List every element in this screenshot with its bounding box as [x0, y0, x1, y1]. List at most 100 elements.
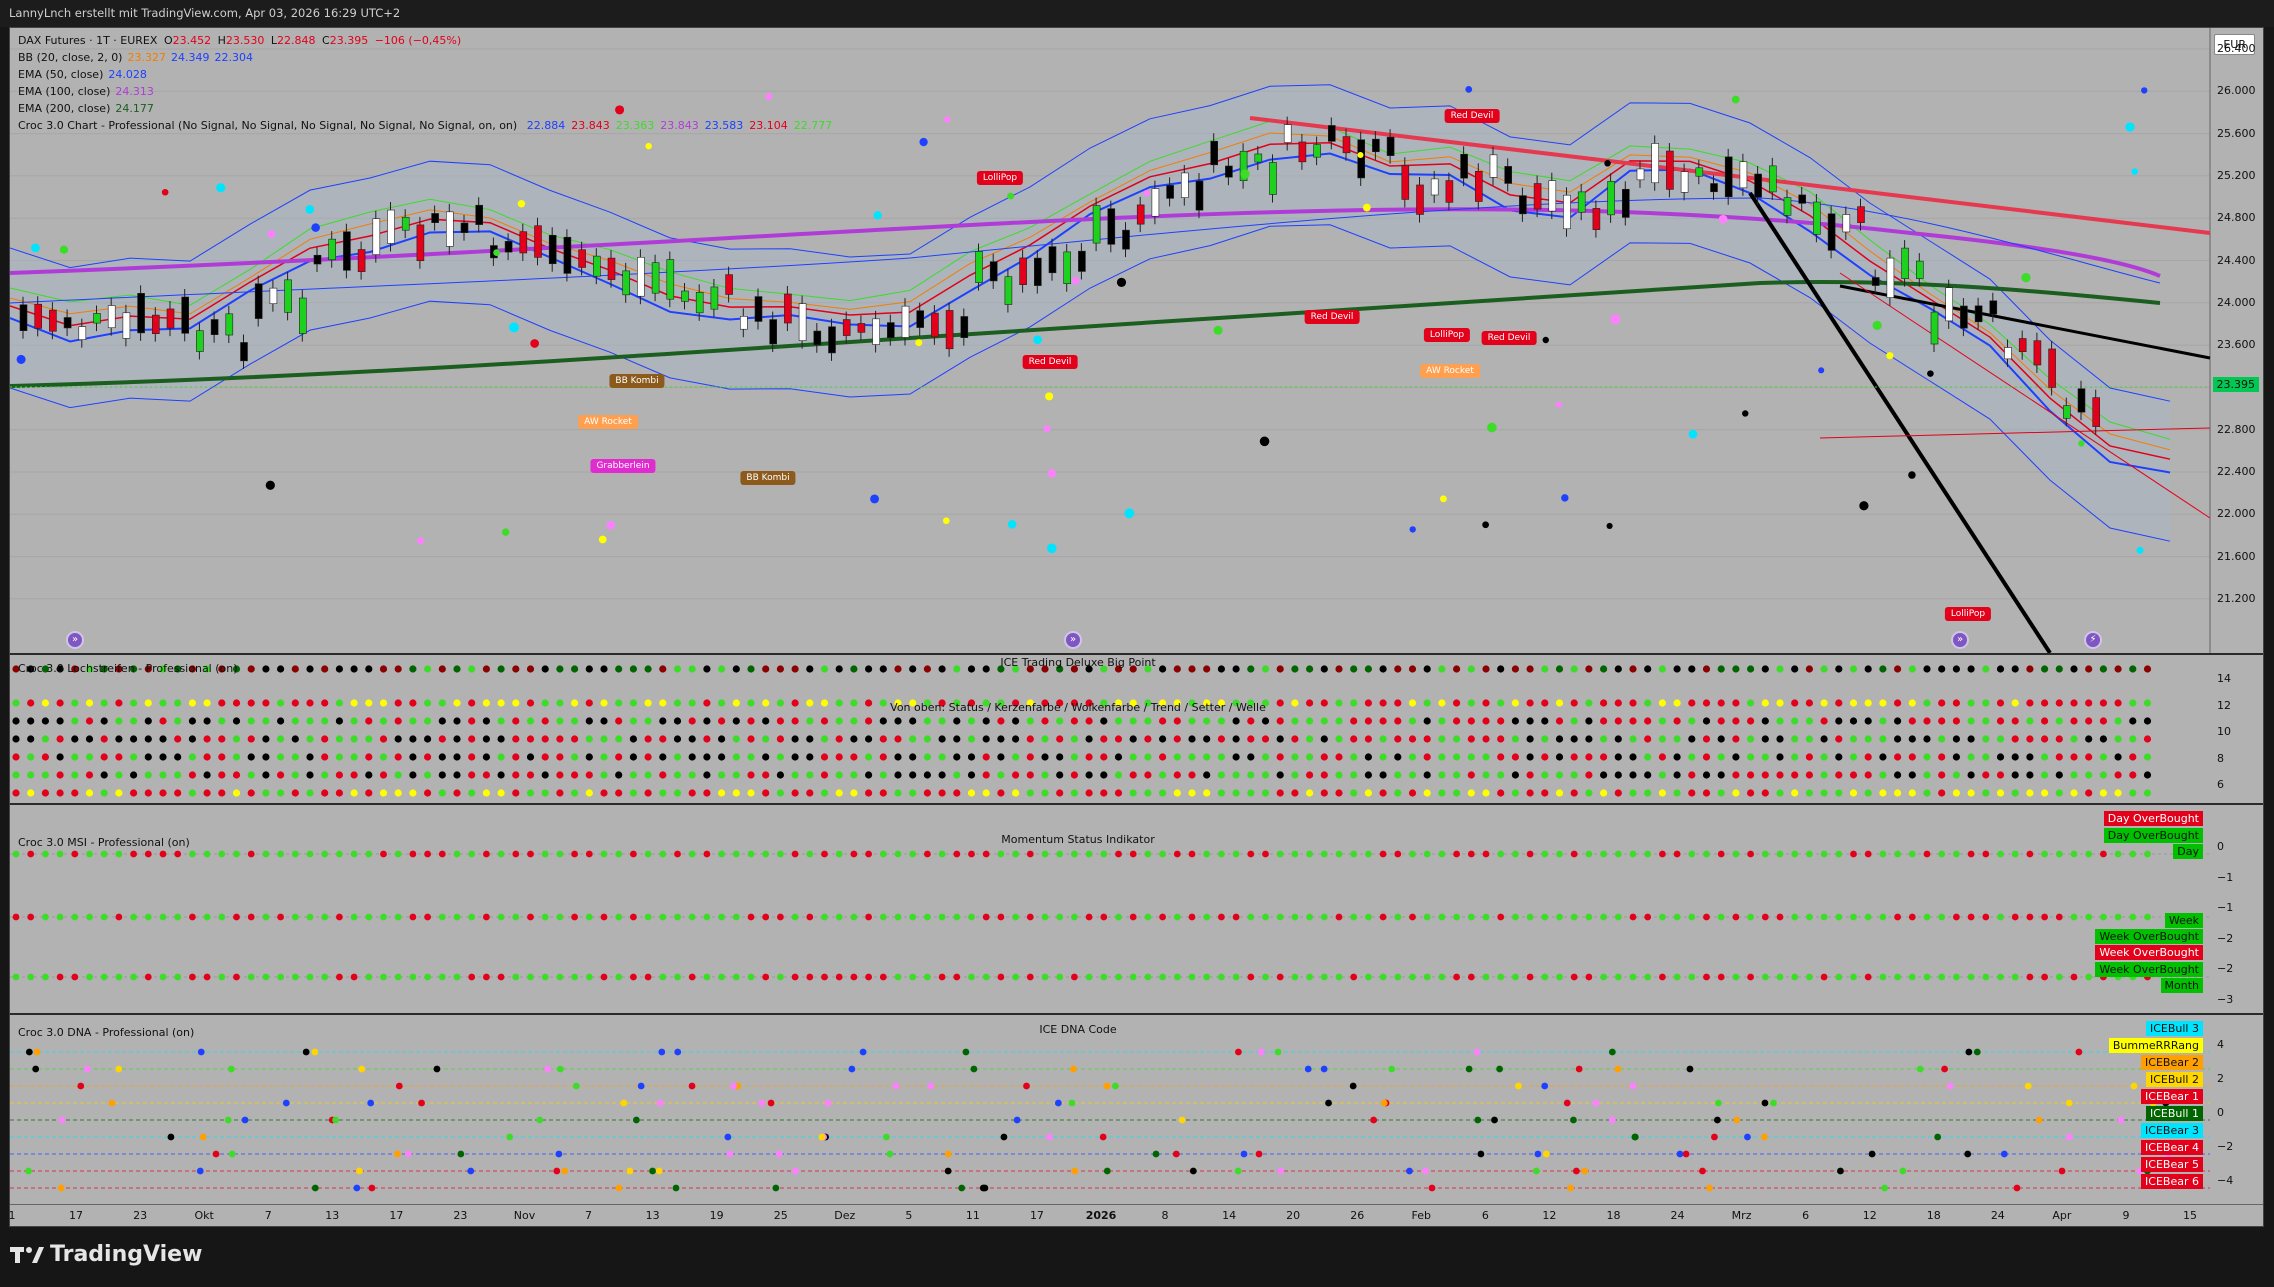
msi-dot [1159, 913, 1166, 921]
y-axis-tick: −4 [2217, 1174, 2234, 1187]
signal-dot [1124, 508, 1135, 519]
lochstreifen-dot [497, 717, 505, 725]
pane-divider[interactable] [10, 803, 2263, 805]
signal-tag[interactable]: Red Devil [1444, 109, 1500, 123]
candle [343, 231, 351, 271]
msi-dot [879, 973, 887, 981]
lochstreifen-dot [1056, 771, 1064, 779]
lochstreifen-dot [2070, 735, 2078, 743]
lochstreifen-dot [762, 717, 770, 725]
lochstreifen-dot [27, 717, 35, 725]
indicator-legend-row[interactable]: BB (20, close, 2, 0) 23.327 24.349 22.304 [18, 49, 832, 66]
lightning-icon[interactable]: ⚡ [2084, 631, 2102, 649]
lochstreifen-dot [1203, 753, 1211, 761]
lochstreifen-dot [306, 699, 314, 707]
lochstreifen-dot [1276, 789, 1284, 797]
lochstreifen-dot [409, 771, 417, 779]
lochstreifen-dot [159, 665, 167, 673]
dna-dot [674, 1048, 682, 1056]
indicator-legend-row[interactable]: EMA (100, close) 24.313 [18, 83, 832, 100]
signal-dot [30, 243, 40, 253]
lochstreifen-dot [2055, 789, 2063, 797]
lochstreifen-dot [365, 753, 373, 761]
dna-dot [1491, 1116, 1498, 1124]
bollinger-band-fill [10, 84, 2170, 542]
msi-dot [2026, 850, 2034, 858]
lochstreifen-dot [1173, 717, 1181, 725]
signal-tag[interactable]: LolliPop [1944, 607, 1992, 621]
lochstreifen-dot [1511, 753, 1519, 761]
lochstreifen-dot [2114, 789, 2122, 797]
lochstreifen-dot [1012, 753, 1020, 761]
indicator-legend-row[interactable]: EMA (200, close) 24.177 [18, 100, 832, 117]
lochstreifen-pane[interactable] [10, 655, 2264, 803]
lochstreifen-dot [1114, 665, 1123, 673]
dna-pane[interactable] [10, 1015, 2264, 1210]
candle [1798, 194, 1806, 204]
lochstreifen-dot [130, 735, 138, 743]
signal-tag[interactable]: AW Rocket [1420, 364, 1480, 378]
tradingview-logo[interactable]: TradingView [10, 1242, 202, 1267]
croc-legend-row[interactable]: Croc 3.0 Chart - Professional (No Signal… [18, 117, 832, 134]
signal-tag[interactable]: BB Kombi [740, 471, 796, 485]
replay-icon[interactable]: » [66, 631, 84, 649]
lochstreifen-dot [1849, 771, 1858, 779]
msi-pane[interactable] [10, 805, 2264, 993]
dna-dot [1631, 1133, 1639, 1141]
croc-value: 23.843 [660, 119, 699, 132]
lochstreifen-dot [159, 699, 167, 707]
status-badge: BummeRRRang [2108, 1038, 2203, 1053]
msi-dot [1409, 973, 1416, 981]
msi-dot [1644, 973, 1652, 981]
close-label: C [322, 34, 330, 47]
lochstreifen-dot [130, 717, 138, 725]
msi-dot [1173, 913, 1181, 921]
ema-50-line [10, 197, 2161, 304]
candle [1430, 178, 1439, 196]
signal-tag[interactable]: AW Rocket [578, 415, 638, 429]
msi-dot [644, 913, 652, 921]
candle [372, 218, 381, 255]
signal-dot [615, 105, 625, 115]
time-axis[interactable]: 1 17 23 Okt 7 13 17 23 Nov 7 13 19 25 Dez 5 11 17 2026 8 14… [10, 1204, 2263, 1226]
pane-divider[interactable] [10, 653, 2263, 655]
indicator-legend-row[interactable]: EMA (50, close) 24.028 [18, 66, 832, 83]
lochstreifen-dot [629, 717, 638, 725]
signal-dot [1818, 367, 1825, 374]
lochstreifen-dot [1717, 717, 1725, 725]
lochstreifen-dot [1541, 735, 1549, 743]
lochstreifen-dot [1938, 753, 1946, 761]
lochstreifen-dot [2041, 699, 2049, 707]
lochstreifen-dot [2129, 771, 2137, 779]
currency-button[interactable]: EUR [2214, 34, 2255, 55]
lochstreifen-dot [365, 771, 373, 779]
lochstreifen-dot [1423, 753, 1431, 761]
lochstreifen-dot [1658, 789, 1666, 797]
price-pane[interactable] [10, 28, 2264, 653]
lochstreifen-dot [718, 665, 726, 673]
lochstreifen-dot [879, 753, 887, 761]
lochstreifen-dot [673, 753, 682, 761]
lochstreifen-dot [1644, 717, 1652, 725]
lochstreifen-dot [1629, 735, 1637, 743]
lochstreifen-dot [1129, 665, 1137, 673]
dna-dot [536, 1116, 544, 1124]
signal-tag[interactable]: BB Kombi [609, 374, 665, 388]
signal-tag[interactable]: Red Devil [1304, 310, 1360, 324]
candle [1181, 172, 1189, 198]
signal-tag[interactable]: Grabberlein [590, 459, 656, 473]
msi-dot [585, 913, 593, 921]
signal-tag[interactable]: Red Devil [1022, 355, 1078, 369]
chart-frame[interactable]: DAX Futures · 1T · EUREX O23.452 H23.530… [9, 27, 2264, 1227]
replay-icon[interactable]: » [1951, 631, 1969, 649]
signal-dot [267, 230, 276, 238]
pane-divider[interactable] [10, 1013, 2263, 1015]
lochstreifen-dot [1100, 771, 1108, 779]
lochstreifen-dot [1702, 699, 1711, 707]
signal-tag[interactable]: LolliPop [1423, 328, 1471, 342]
y-axis-tick: 24.000 [2217, 295, 2256, 309]
replay-icon[interactable]: » [1064, 631, 1082, 649]
signal-tag[interactable]: LolliPop [976, 171, 1024, 185]
signal-tag[interactable]: Red Devil [1481, 331, 1537, 345]
candle [989, 261, 998, 282]
